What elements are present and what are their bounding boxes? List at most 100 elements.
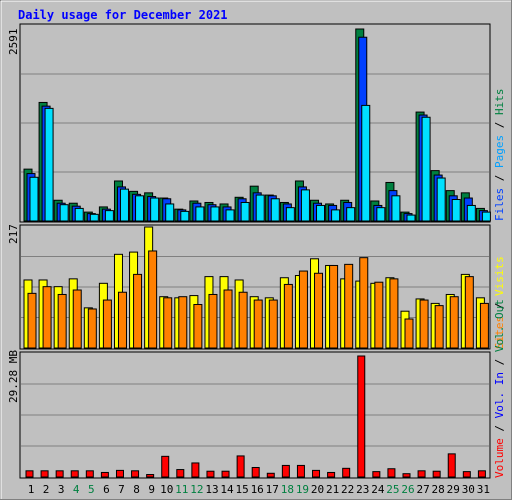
x-tick-label-15: 15 [235, 483, 248, 496]
x-tick-label-9: 9 [148, 483, 155, 496]
bar-pages-day-23 [361, 104, 371, 222]
legend-part: Pages [493, 135, 506, 168]
bar-pages-day-1 [29, 176, 39, 222]
bar-sites-day-6 [102, 299, 112, 349]
bar-sites-day-25 [389, 278, 399, 349]
bar-volume-day-17 [266, 472, 275, 478]
legend-part: Vol. In [493, 372, 506, 418]
bar-sites-day-22 [344, 263, 354, 349]
x-tick-label-29: 29 [447, 483, 460, 496]
bar-volume-day-8 [131, 470, 140, 478]
bar-sites-day-21 [329, 264, 339, 349]
bar-sites-day-23 [359, 257, 369, 349]
bar-volume-day-26 [402, 473, 411, 478]
legend-part: Files [493, 188, 506, 221]
bars [23, 28, 491, 478]
chart-title: Daily usage for December 2021 [18, 8, 228, 22]
bar-volume-day-28 [432, 470, 441, 478]
bar-sites-day-14 [223, 289, 233, 349]
bar-volume-day-5 [85, 470, 94, 478]
bar-sites-day-10 [163, 297, 173, 349]
bar-pages-day-29 [451, 199, 461, 222]
bar-volume-day-20 [312, 469, 321, 478]
x-tick-label-8: 8 [133, 483, 140, 496]
bar-sites-day-29 [449, 296, 459, 349]
bar-pages-day-3 [59, 204, 69, 222]
bar-sites-day-28 [434, 305, 444, 349]
bar-sites-day-19 [298, 270, 308, 349]
x-tick-label-4: 4 [73, 483, 80, 496]
bar-volume-day-13 [206, 470, 215, 478]
bar-sites-day-9 [148, 250, 158, 349]
bar-sites-day-20 [314, 272, 324, 349]
legend-part: Visits [493, 256, 506, 296]
legend-part: / [493, 296, 506, 316]
legend-part: / [493, 168, 506, 188]
bar-pages-day-26 [406, 214, 416, 222]
bar-sites-day-15 [238, 291, 248, 349]
x-tick-label-1: 1 [28, 483, 35, 496]
bar-sites-day-4 [72, 289, 82, 349]
bar-sites-day-13 [208, 293, 218, 349]
x-tick-label-12: 12 [190, 483, 203, 496]
legend-top-panel: Files / Pages / Hits [493, 89, 506, 222]
top-ymax-label: 2591 [7, 29, 20, 56]
x-tick-label-14: 14 [220, 483, 234, 496]
bar-pages-day-5 [89, 213, 99, 222]
bar-sites-day-17 [268, 299, 278, 349]
bar-pages-day-4 [74, 207, 84, 222]
bar-sites-day-5 [87, 308, 97, 349]
legend-part: / [493, 115, 506, 135]
x-tick-label-31: 31 [477, 483, 490, 496]
middle-ymax-label: 217 [7, 224, 20, 244]
bar-sites-day-27 [419, 299, 429, 349]
bar-sites-day-3 [57, 293, 67, 349]
bar-volume-day-25 [387, 468, 396, 478]
bar-volume-day-12 [191, 462, 200, 478]
bar-volume-day-16 [251, 466, 260, 478]
bar-volume-day-19 [296, 464, 305, 478]
x-tick-label-11: 11 [175, 483, 188, 496]
bar-pages-day-10 [165, 203, 175, 222]
x-tick-label-16: 16 [251, 483, 264, 496]
bar-volume-day-6 [100, 471, 109, 478]
bar-volume-day-14 [221, 470, 230, 478]
x-tick-label-7: 7 [118, 483, 125, 496]
x-tick-label-30: 30 [462, 483, 475, 496]
x-tick-label-17: 17 [266, 483, 279, 496]
bar-pages-day-2 [44, 107, 54, 222]
x-tick-label-20: 20 [311, 483, 324, 496]
bar-volume-day-10 [161, 455, 170, 478]
bar-volume-day-22 [342, 467, 351, 478]
bar-sites-day-8 [133, 273, 143, 349]
x-tick-label-5: 5 [88, 483, 95, 496]
x-tick-label-24: 24 [371, 483, 385, 496]
legend-bottom-panel: Volume / Vol. In / Vol. Out [493, 299, 506, 478]
x-tick-labels: 1 2 3 4 5 6 7 8 9 10 11 12 13 14 15 16 17 18 19 20 21 22 23 24 2… [28, 483, 490, 496]
bar-volume-day-24 [372, 471, 381, 478]
bar-volume-day-31 [477, 470, 486, 478]
bar-sites-day-24 [374, 281, 384, 349]
bar-pages-day-18 [285, 207, 295, 222]
legend-part: Vol. Out [493, 299, 506, 352]
x-tick-label-26: 26 [401, 483, 414, 496]
legend-part: Hits [493, 89, 506, 116]
bar-volume-day-3 [55, 470, 64, 478]
bar-pages-day-28 [436, 177, 446, 222]
bar-volume-day-2 [40, 470, 49, 478]
bar-volume-day-1 [25, 470, 34, 478]
bar-volume-day-7 [115, 469, 124, 478]
x-tick-label-23: 23 [356, 483, 369, 496]
bar-sites-day-1 [27, 292, 37, 349]
bar-sites-day-30 [464, 276, 474, 349]
x-tick-label-2: 2 [43, 483, 50, 496]
bar-sites-day-12 [193, 304, 203, 349]
bar-pages-day-6 [104, 210, 114, 222]
bottom-ymax-label: 29.28 MB [7, 350, 20, 403]
bar-pages-day-21 [331, 209, 341, 222]
bar-pages-day-20 [316, 204, 326, 222]
bar-pages-day-11 [180, 210, 190, 222]
bar-volume-day-4 [70, 470, 79, 478]
